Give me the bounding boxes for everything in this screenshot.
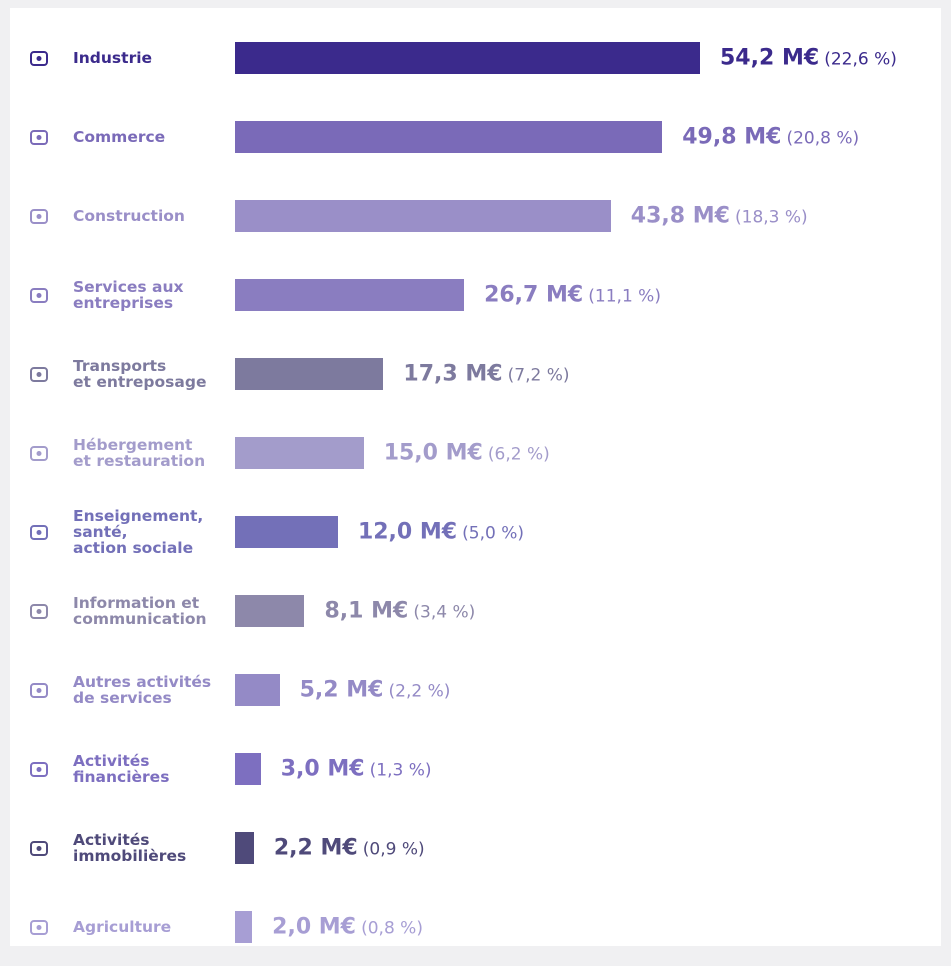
sector-icon [30,367,48,382]
category-label: Hébergement et restauration [73,435,206,470]
value-share: (22,6 %) [824,49,897,69]
value-label: 54,2 M€ (22,6 %) [720,45,897,70]
value-share: (5,0 %) [462,523,525,543]
chart: Industrie 54,2 M€ (22,6 %) Commerce 49,8 M€… [10,8,941,946]
value-share: (11,1 %) [588,286,661,306]
sector-icon [30,683,48,698]
value-label: 49,8 M€ (20,8 %) [682,124,859,149]
value-share: (6,2 %) [487,444,550,464]
bar-row: Activités immobilières 2,2 M€ (0,9 %) [10,808,941,887]
bar [235,831,254,864]
category-label: Construction [73,206,185,225]
value-label: 17,3 M€ (7,2 %) [403,361,569,386]
bar-row: Construction 43,8 M€ (18,3 %) [10,176,941,255]
value-share: (7,2 %) [507,365,570,385]
value-label: 15,0 M€ (6,2 %) [384,440,550,465]
sector-icon [30,762,48,777]
bar [235,752,261,785]
bar [235,120,663,153]
bar-row: Activités financières 3,0 M€ (1,3 %) [10,729,941,808]
bar-row: Transports et entreposage 17,3 M€ (7,2 %) [10,334,941,413]
value-label: 43,8 M€ (18,3 %) [631,203,808,228]
bar-row: Industrie 54,2 M€ (22,6 %) [10,18,941,97]
bar [235,515,338,548]
value-label: 5,2 M€ (2,2 %) [300,677,451,702]
sector-icon [30,841,48,856]
bar [235,673,280,706]
value-share: (1,3 %) [369,760,432,780]
bar [235,436,364,469]
value-label: 3,0 M€ (1,3 %) [281,756,432,781]
value-share: (20,8 %) [786,128,860,148]
value-amount: 12,0 M€ [357,519,458,544]
value-share: (0,8 %) [361,918,423,938]
category-label: Autres activités de services [73,672,212,707]
bar-row: Services aux entreprises 26,7 M€ (11,1 %) [10,255,941,334]
sector-icon [30,604,48,619]
value-amount: 15,0 M€ [383,440,483,465]
sector-icon [30,130,48,145]
bar [235,594,305,627]
sector-icon [30,209,48,224]
value-amount: 2,2 M€ [273,835,358,860]
value-amount: 5,2 M€ [299,677,384,702]
value-label: 2,2 M€ (0,9 %) [274,835,425,860]
category-label: Activités financières [73,751,170,786]
bar [235,41,700,74]
bar-row: Commerce 49,8 M€ (20,8 %) [10,97,941,176]
value-label: 12,0 M€ (5,0 %) [358,519,524,544]
sector-icon [30,51,48,66]
value-amount: 49,8 M€ [682,124,782,149]
value-label: 8,1 M€ (3,4 %) [324,598,475,623]
bar [235,910,253,943]
value-share: (0,9 %) [362,839,425,859]
value-amount: 54,2 M€ [720,45,820,70]
bar-row: Hébergement et restauration 15,0 M€ (6,2 … [10,413,941,492]
value-amount: 43,8 M€ [630,203,730,228]
value-amount: 3,0 M€ [280,756,365,781]
bar [235,278,465,311]
category-label: Activités immobilières [73,830,187,865]
sector-icon [30,525,48,540]
value-amount: 2,0 M€ [272,914,356,939]
sector-icon [30,920,48,935]
value-share: (2,2 %) [388,681,451,701]
sector-icon [30,288,48,303]
value-share: (18,3 %) [735,207,808,227]
value-amount: 26,7 M€ [484,282,584,307]
bar-row: Autres activités de services 5,2 M€ (2,2 … [10,650,941,729]
bar [235,357,384,390]
category-label: Agriculture [73,917,172,936]
bar-row: Information et communication 8,1 M€ (3,4 … [10,571,941,650]
value-share: (3,4 %) [413,602,476,622]
bar-row: Agriculture 2,0 M€ (0,8 %) [10,887,941,966]
category-label: Transports et entreposage [73,356,207,391]
value-label: 2,0 M€ (0,8 %) [272,914,423,939]
category-label: Enseignement, santé, action sociale [73,506,204,557]
value-amount: 17,3 M€ [403,361,503,386]
value-label: 26,7 M€ (11,1 %) [484,282,661,307]
value-amount: 8,1 M€ [324,598,409,623]
sector-icon [30,446,48,461]
category-label: Commerce [73,127,166,146]
category-label: Information et communication [73,593,207,628]
category-label: Industrie [73,48,153,67]
category-label: Services aux entreprises [73,277,184,312]
bar-row: Enseignement, santé, action sociale 12,0 … [10,492,941,571]
bar [235,199,611,232]
